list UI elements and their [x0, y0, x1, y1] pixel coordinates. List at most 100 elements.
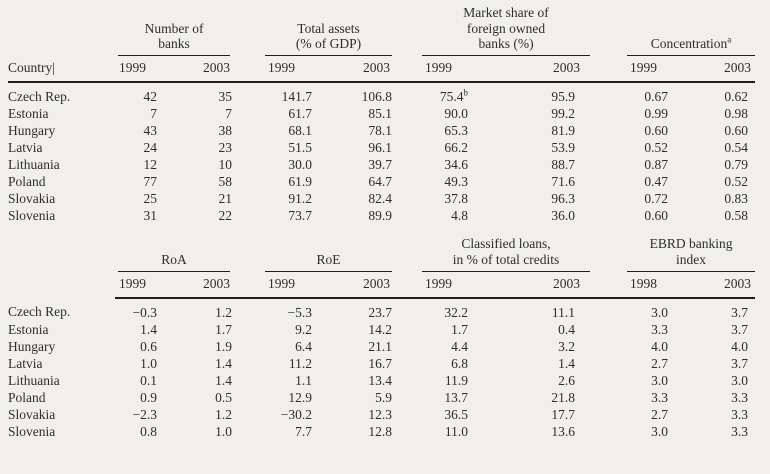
country-cell: Slovenia: [8, 423, 56, 439]
value-cell: 14.2: [368, 321, 393, 337]
year-header: 2003: [160, 56, 236, 83]
value-cell: 3.3: [731, 423, 749, 439]
value-cell: 0.58: [724, 208, 749, 223]
value-cell: 0.79: [724, 157, 749, 172]
value-cell: 3.3: [651, 321, 669, 337]
value-cell: −30.2: [280, 406, 313, 422]
value-cell: 3.7: [731, 321, 749, 337]
value-cell: 24: [143, 140, 158, 155]
value-cell: 2.7: [651, 406, 669, 422]
year-header: 2003: [315, 271, 396, 299]
value-cell: 11.0: [444, 423, 469, 439]
value-cell: 0.4: [558, 321, 576, 337]
value-cell: 43: [143, 123, 158, 138]
value-cell: 1.4: [215, 355, 233, 371]
value-cell: 12.3: [368, 406, 393, 422]
table-body: Czech Rep. 42 35 141.7 106.8 75.4b 95.9 0.67 0.6…: [8, 82, 755, 224]
value-cell: 81.9: [551, 123, 576, 138]
value-cell: 13.6: [551, 423, 576, 439]
value-cell: 11.9: [444, 372, 469, 388]
value-cell: 34.6: [444, 157, 469, 172]
footnote-marker: b: [463, 87, 469, 98]
country-group-spacer: [8, 236, 115, 272]
value-cell: 61.7: [288, 106, 313, 121]
year-header-row: 1999 2003 1999 2003 1999 2003 1998 2003: [8, 271, 756, 299]
value-cell: 10: [218, 157, 233, 172]
value-cell: 2.7: [651, 355, 669, 371]
country-cell: Czech Rep.: [8, 89, 71, 104]
value-cell: 17.7: [551, 406, 576, 422]
country-cell: Poland: [8, 389, 46, 405]
value-cell: 0.98: [724, 106, 749, 121]
year-header: 1999: [395, 56, 481, 83]
value-cell: 1.2: [215, 304, 233, 320]
year-header: 1999: [115, 271, 160, 299]
table-row: Slovakia 25 21 91.2 82.4 37.8 96.3 0.72 0.83: [8, 190, 755, 207]
column-group-ebrd-banking-index: EBRD banking index: [592, 236, 756, 272]
value-cell: 21.1: [368, 338, 393, 354]
table-row: Hungary 0.6 1.9 6.4 21.1 4.4 3.2 4.0 4.0: [8, 338, 755, 355]
value-cell: 13.4: [368, 372, 393, 388]
value-cell: 1.0: [215, 423, 233, 439]
value-cell: 1.1: [295, 372, 313, 388]
value-cell: 11.1: [551, 304, 576, 320]
value-cell: 1.4: [140, 321, 157, 337]
value-cell: 68.1: [288, 123, 313, 138]
year-header: 2003: [690, 56, 756, 83]
value-cell: 0.5: [215, 389, 233, 405]
value-cell: 2.6: [558, 372, 576, 388]
value-cell: 9.2: [295, 321, 313, 337]
year-header: 1999: [235, 271, 316, 299]
value-cell: 3.3: [651, 389, 669, 405]
value-cell: 0.9: [140, 389, 157, 405]
table-row: Czech Rep. −0.3 1.2 −5.3 23.7 32.2 11.1 3.0 3.7: [8, 298, 755, 321]
table-row: Estonia 1.4 1.7 9.2 14.2 1.7 0.4 3.3 3.7: [8, 321, 755, 338]
value-cell: 12: [143, 157, 158, 172]
value-cell: 1.0: [140, 355, 157, 371]
column-group-roe: RoE: [235, 236, 395, 272]
column-group-label: RoA: [161, 251, 187, 267]
value-cell: 25: [143, 191, 158, 206]
value-cell: 23.7: [368, 304, 393, 320]
table-row: Czech Rep. 42 35 141.7 106.8 75.4b 95.9 0.67 0.6…: [8, 82, 755, 105]
value-cell: 0.6: [140, 338, 157, 354]
year-header: 1998: [592, 271, 691, 299]
value-cell: 0.60: [644, 208, 669, 223]
table-row: Slovenia 0.8 1.0 7.7 12.8 11.0 13.6 3.0 3.3: [8, 423, 755, 440]
value-cell: 73.7: [288, 208, 313, 223]
value-cell: 38: [218, 123, 233, 138]
country-column-header: Country|: [8, 56, 115, 83]
value-cell: −0.3: [132, 304, 158, 320]
value-cell: 7: [150, 106, 157, 121]
value-cell: 12.9: [288, 389, 313, 405]
value-cell: 3.2: [558, 338, 576, 354]
value-cell: 78.1: [368, 123, 393, 138]
banking-performance-table: RoA RoE Classified loans, in % of total …: [8, 236, 756, 440]
value-cell: 1.9: [215, 338, 233, 354]
value-cell: 1.4: [558, 355, 576, 371]
value-cell: 3.7: [731, 355, 749, 371]
value-cell: −5.3: [287, 304, 313, 320]
value-cell: 89.9: [368, 208, 393, 223]
table-row: Poland 77 58 61.9 64.7 49.3 71.6 0.47 0.52: [8, 173, 755, 190]
value-cell: 30.0: [288, 157, 313, 172]
value-cell: 6.4: [295, 338, 313, 354]
value-cell: 0.47: [644, 174, 669, 189]
value-cell: 0.60: [724, 123, 749, 138]
value-cell: 95.9: [551, 89, 576, 104]
value-cell: 0.99: [644, 106, 669, 121]
value-cell: 1.7: [215, 321, 233, 337]
value-cell: 16.7: [368, 355, 393, 371]
table-row: Slovakia −2.3 1.2 −30.2 12.3 36.5 17.7 2.7 3.3: [8, 406, 755, 423]
value-cell: 42: [143, 89, 158, 104]
value-cell: 4.0: [731, 338, 749, 354]
value-cell: 3.0: [651, 423, 669, 439]
value-cell: 90.0: [444, 106, 469, 121]
value-cell: 91.2: [288, 191, 313, 206]
year-header: 2003: [160, 271, 236, 299]
country-cell: Poland: [8, 174, 46, 189]
value-cell: 36.5: [444, 406, 469, 422]
table-row: Latvia 1.0 1.4 11.2 16.7 6.8 1.4 2.7 3.7: [8, 355, 755, 372]
country-cell: Estonia: [8, 321, 49, 337]
value-cell: 1.4: [215, 372, 233, 388]
